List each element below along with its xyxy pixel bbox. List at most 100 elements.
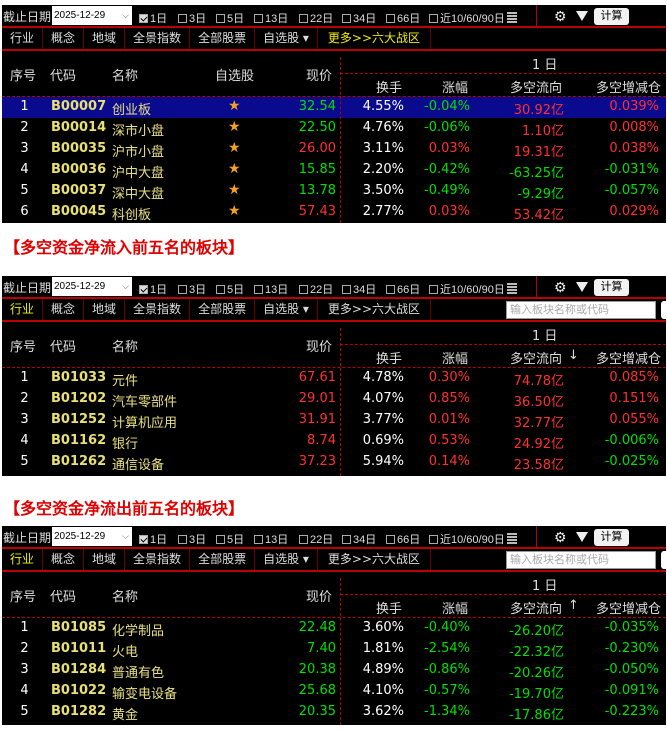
header-price[interactable]: 现价 [306, 69, 333, 84]
period-checkbox-1[interactable]: 3日 [178, 281, 206, 297]
header-price[interactable]: 现价 [306, 340, 333, 355]
period-checkbox-0[interactable]: 1日 [139, 531, 167, 547]
table-row[interactable]: 2 B01011 火电 7.40 1.81% -2.54% -22.32亿 -0.230% [2, 639, 666, 660]
checkbox-icon[interactable] [342, 284, 351, 294]
checkbox-icon[interactable] [429, 284, 438, 294]
filter-icon[interactable] [576, 11, 588, 21]
tab-0[interactable]: 行业 [2, 28, 44, 49]
checkbox-icon[interactable] [139, 284, 148, 294]
grid-icon[interactable] [506, 12, 517, 24]
checkbox-icon[interactable] [139, 534, 148, 544]
header-seq[interactable]: 序号 [10, 340, 37, 355]
date-picker[interactable]: 2025-12-29 ⌵ [52, 277, 132, 296]
period-checkbox-1[interactable]: 3日 [178, 10, 206, 26]
header-turnover[interactable]: 换手 [376, 81, 403, 96]
period-checkbox-0[interactable]: 1日 [139, 10, 167, 26]
checkbox-icon[interactable] [254, 534, 263, 544]
period-checkbox-6[interactable]: 66日 [386, 10, 420, 26]
period-checkbox-0[interactable]: 1日 [139, 281, 167, 297]
period-checkbox-7[interactable]: 近10/60/90日 [429, 281, 517, 297]
header-code[interactable]: 代码 [50, 340, 77, 355]
filter-icon[interactable] [576, 282, 588, 292]
checkbox-icon[interactable] [386, 284, 395, 294]
search-button[interactable] [661, 301, 666, 319]
header-position[interactable]: 多空增减仓 [596, 352, 662, 367]
table-row[interactable]: 1 B01085 化学制品 22.48 3.60% -0.40% -26.20亿 -0.035… [2, 618, 666, 639]
checkbox-icon[interactable] [299, 284, 308, 294]
table-row[interactable]: 3 B01284 普通有色 20.38 4.89% -0.86% -20.26亿 -0.050… [2, 660, 666, 681]
table-row[interactable]: 3 B01252 计算机应用 31.91 3.77% 0.01% 32.77亿 0.055% [2, 410, 666, 431]
header-period[interactable]: 1 日 [532, 58, 558, 73]
header-turnover[interactable]: 换手 [376, 602, 403, 617]
date-picker[interactable]: 2025-12-29 ⌵ [52, 527, 132, 546]
header-change[interactable]: 涨幅 [442, 352, 469, 367]
tab-0[interactable]: 行业 [2, 549, 44, 570]
table-row[interactable]: 5 B01262 通信设备 37.23 5.94% 0.14% 23.58亿 -0.025% [2, 452, 666, 473]
checkbox-icon[interactable] [139, 13, 148, 23]
tab-0[interactable]: 行业 [2, 299, 44, 320]
period-checkbox-4[interactable]: 22日 [299, 10, 333, 26]
checkbox-icon[interactable] [342, 534, 351, 544]
table-row[interactable]: 5 B00037 深中大盘 ★ 13.78 3.50% -0.49% -9.29亿 -0.057… [2, 181, 666, 202]
search-input[interactable]: 输入板块名称或代码 [506, 551, 656, 569]
period-checkbox-6[interactable]: 66日 [386, 281, 420, 297]
tab-4[interactable]: 全部股票 [190, 299, 256, 320]
header-period[interactable]: 1 日 [532, 329, 558, 344]
tab-5[interactable]: 自选股 ▾ [255, 28, 318, 49]
header-turnover[interactable]: 换手 [376, 352, 403, 367]
header-change[interactable]: 涨幅 [442, 602, 469, 617]
header-period[interactable]: 1 日 [532, 579, 558, 594]
period-checkbox-7[interactable]: 近10/60/90日 [429, 10, 517, 26]
table-row[interactable]: 1 B00007 创业板 ★ 32.54 4.55% -0.04% 30.92亿 0.039% [2, 97, 666, 118]
table-row[interactable]: 4 B01162 银行 8.74 0.69% 0.53% 24.92亿 -0.006% [2, 431, 666, 452]
header-position[interactable]: 多空增减仓 [596, 81, 662, 96]
tab-2[interactable]: 地域 [84, 299, 126, 320]
star-plus-icon[interactable]: ★ [228, 98, 241, 114]
gear-icon[interactable]: ⚙ [554, 8, 567, 24]
tab-6[interactable]: 更多>>六大战区 [318, 28, 432, 49]
tab-5[interactable]: 自选股 ▾ [255, 299, 318, 320]
tab-3[interactable]: 全景指数 [125, 28, 191, 49]
table-row[interactable]: 5 B01282 黄金 20.35 3.62% -1.34% -17.86亿 -0.223% [2, 702, 666, 723]
search-button[interactable] [661, 551, 666, 569]
chevron-down-icon[interactable]: ⌵ [122, 281, 129, 291]
table-row[interactable]: 4 B00036 沪中大盘 ★ 15.85 2.20% -0.42% -63.25亿 -0.03… [2, 160, 666, 181]
header-name[interactable]: 名称 [112, 590, 139, 605]
chevron-down-icon[interactable]: ⌵ [122, 10, 129, 20]
sort-down-icon[interactable]: ↓ [568, 348, 579, 363]
table-row[interactable]: 1 B01033 元件 67.61 4.78% 0.30% 74.78亿 0.085% [2, 368, 666, 389]
header-flow[interactable]: 多空流向 [510, 81, 563, 96]
checkbox-icon[interactable] [178, 284, 187, 294]
period-checkbox-5[interactable]: 34日 [342, 531, 376, 547]
star-plus-icon[interactable]: ★ [228, 203, 241, 219]
table-row[interactable]: 6 B00045 科创板 ★ 57.43 2.77% 0.03% 53.42亿 0.029% [2, 202, 666, 223]
header-watch[interactable]: 自选股 [215, 69, 255, 84]
period-checkbox-4[interactable]: 22日 [299, 531, 333, 547]
period-checkbox-1[interactable]: 3日 [178, 531, 206, 547]
checkbox-icon[interactable] [254, 284, 263, 294]
table-row[interactable]: 3 B00035 沪市小盘 ★ 26.00 3.11% 0.03% 19.31亿 0.038% [2, 139, 666, 160]
period-checkbox-2[interactable]: 5日 [216, 10, 244, 26]
header-name[interactable]: 名称 [112, 69, 139, 84]
tab-6[interactable]: 更多>>六大战区 [318, 299, 432, 320]
calc-button[interactable]: 计算 [594, 279, 629, 296]
tab-4[interactable]: 全部股票 [190, 549, 256, 570]
checkbox-icon[interactable] [216, 284, 225, 294]
header-code[interactable]: 代码 [50, 590, 77, 605]
checkbox-icon[interactable] [386, 13, 395, 23]
search-input[interactable]: 输入板块名称或代码 [506, 301, 656, 319]
date-picker[interactable]: 2025-12-29 ⌵ [52, 6, 132, 25]
header-code[interactable]: 代码 [50, 69, 77, 84]
star-plus-icon[interactable]: ★ [228, 182, 241, 198]
tab-3[interactable]: 全景指数 [125, 549, 191, 570]
star-plus-icon[interactable]: ★ [228, 161, 241, 177]
header-flow[interactable]: 多空流向 [510, 352, 563, 367]
checkbox-icon[interactable] [429, 13, 438, 23]
tab-6[interactable]: 更多>>六大战区 [318, 549, 432, 570]
period-checkbox-6[interactable]: 66日 [386, 531, 420, 547]
tab-2[interactable]: 地域 [84, 28, 126, 49]
gear-icon[interactable]: ⚙ [554, 279, 567, 295]
period-checkbox-5[interactable]: 34日 [342, 10, 376, 26]
checkbox-icon[interactable] [254, 13, 263, 23]
tab-1[interactable]: 概念 [43, 28, 85, 49]
